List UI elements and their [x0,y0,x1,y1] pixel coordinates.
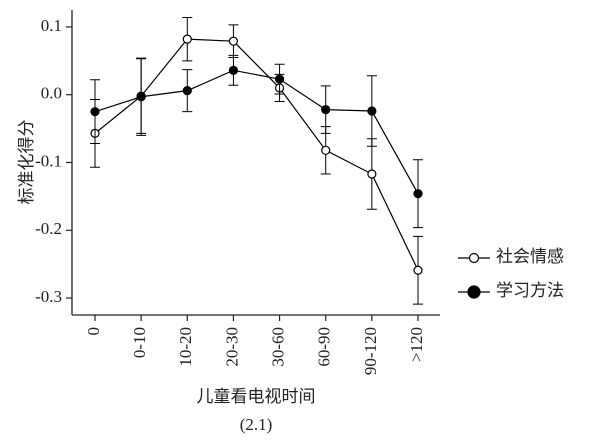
x-tick-label: >120 [407,327,426,362]
y-tick-label: -0.2 [35,219,62,238]
x-tick-label: 30-60 [268,327,287,367]
legend-label: 社会情感 [496,247,564,266]
y-tick-label: 0.0 [41,84,62,103]
y-tick-label: 0.1 [41,16,62,35]
data-point [367,106,377,116]
data-point [228,65,239,75]
data-point [413,265,423,275]
data-point [228,36,239,46]
series-line [94,69,419,194]
x-tick-label: 0 [84,327,103,336]
y-tick-label: -0.1 [35,151,62,170]
data-point [367,169,377,179]
data-point [90,107,100,117]
data-point [182,34,192,44]
data-point [182,86,192,96]
legend-marker [468,252,480,264]
x-tick-label: 20-30 [222,327,241,367]
legend-label: 学习方法 [496,281,564,300]
data-point [321,105,331,115]
x-tick-label: 10-20 [176,327,195,367]
data-point [413,189,423,199]
caption: (2.1) [240,415,273,434]
data-point [136,92,146,102]
x-axis-label: 儿童看电视时间 [197,387,316,406]
x-tick-label: 90-120 [361,327,380,375]
legend-marker [467,285,481,299]
data-point [321,145,331,155]
data-point [274,74,285,84]
x-tick-label: 0-10 [130,327,149,358]
series-line [94,38,419,271]
y-axis-label: 标准化得分 [17,120,36,205]
x-tick-label: 60-90 [315,327,334,367]
y-tick-label: -0.3 [35,287,62,306]
